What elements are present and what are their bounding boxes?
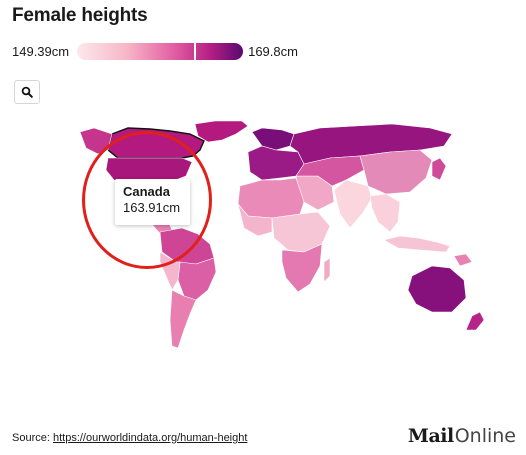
region-west-africa[interactable] <box>237 203 273 237</box>
magnifier-icon <box>21 86 33 98</box>
region-madagascar[interactable] <box>323 257 331 283</box>
brand-logo-light: Online <box>454 425 516 447</box>
region-north-africa[interactable] <box>237 177 305 219</box>
brand-logo: MailOnline <box>408 425 516 448</box>
brand-logo-bold: Mail <box>407 425 454 447</box>
region-southeast-asia[interactable] <box>369 193 401 233</box>
tooltip-country-name: Canada <box>123 184 170 199</box>
tooltip-height-value: 163.91cm <box>123 200 181 215</box>
region-japan-korea[interactable] <box>431 157 447 181</box>
region-south-asia[interactable] <box>333 179 373 229</box>
legend-selected-marker <box>194 41 197 61</box>
region-new-zealand[interactable] <box>465 311 485 331</box>
region-southern-africa[interactable] <box>281 243 323 293</box>
source-footer: Source: https://ourworldindata.org/human… <box>12 432 247 444</box>
country-tooltip: Canada 163.91cm <box>115 179 190 225</box>
legend-min-label: 149.39cm <box>12 43 70 59</box>
region-australia[interactable] <box>407 265 467 313</box>
source-link[interactable]: https://ourworldindata.org/human-height <box>52 432 248 444</box>
region-greenland[interactable] <box>194 120 249 143</box>
region-indonesia[interactable] <box>383 235 451 253</box>
world-map[interactable] <box>0 110 526 430</box>
region-brazil[interactable] <box>177 257 217 301</box>
legend-max-label: 169.8cm <box>248 43 298 59</box>
color-legend: 149.39cm 169.8cm <box>12 40 298 62</box>
legend-gradient-bar <box>77 41 244 61</box>
region-scandinavia[interactable] <box>251 127 295 151</box>
region-east-asia[interactable] <box>359 149 433 195</box>
source-label: Source: <box>12 432 53 444</box>
region-southern-cone[interactable] <box>169 289 197 349</box>
highlight-circle <box>82 131 212 269</box>
chart-title: Female heights <box>12 5 148 26</box>
region-europe[interactable] <box>247 145 305 181</box>
region-papua[interactable] <box>453 253 473 267</box>
zoom-button[interactable] <box>14 80 40 104</box>
